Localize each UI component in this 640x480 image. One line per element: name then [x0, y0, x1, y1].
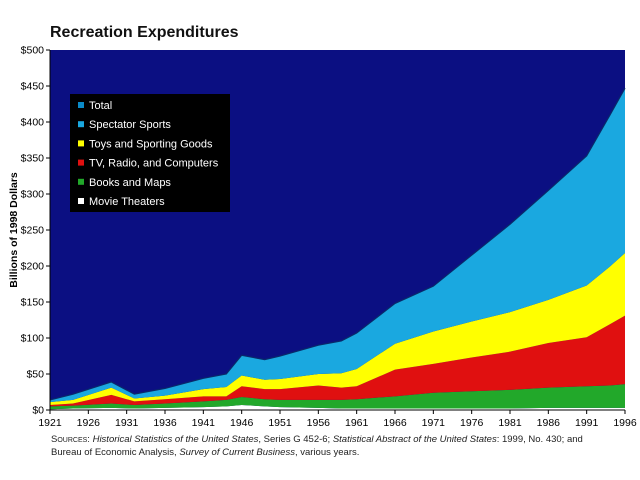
- legend-label-books-and-maps: Books and Maps: [89, 177, 171, 189]
- area-spectator-sports: [50, 88, 625, 403]
- area-movie-theaters: [50, 404, 625, 410]
- legend-label-spectator-sports: Spectator Sports: [89, 119, 171, 131]
- legend-swatch-movie-theaters: [78, 198, 84, 204]
- y-tick-label: $250: [21, 225, 45, 237]
- y-tick-label: $450: [21, 81, 45, 93]
- y-tick-label: $0: [32, 405, 44, 417]
- chart-title: Recreation Expenditures: [50, 24, 239, 41]
- x-tick-label: 1996: [613, 417, 637, 429]
- sources-text-2: : 1999, No. 430; and Bureau of Economic …: [51, 434, 583, 458]
- x-tick-label: 1921: [38, 417, 62, 429]
- y-tick-label: $350: [21, 153, 45, 165]
- x-tick-label: 1961: [345, 417, 369, 429]
- y-tick-label: $200: [21, 261, 45, 273]
- y-tick-label: $50: [26, 369, 44, 381]
- x-tick-label: 1946: [230, 417, 254, 429]
- sources-text-1: , Series G 452-6;: [258, 434, 333, 445]
- x-tick-label: 1971: [422, 417, 446, 429]
- total-line: [49, 87, 626, 401]
- x-tick-label: 1926: [77, 417, 101, 429]
- sources-title-3: Survey of Current Business: [179, 447, 295, 458]
- area-toys-and-sporting-goods: [50, 253, 625, 405]
- legend-box: [70, 94, 230, 212]
- x-tick-label: 1981: [498, 417, 522, 429]
- legend-swatch-books-and-maps: [78, 178, 84, 185]
- x-tick-label: 1956: [307, 417, 331, 429]
- sources-text-3: , various years.: [294, 447, 360, 458]
- area-books-and-maps: [50, 384, 625, 410]
- area-tv-radio-and-computers: [50, 315, 625, 407]
- sources-title-2: Statistical Abstract of the United State…: [332, 434, 497, 445]
- sources-note: Sources: Historical Statistics of the Un…: [51, 434, 583, 458]
- y-tick-label: $100: [21, 333, 45, 345]
- x-tick-label: 1951: [268, 417, 292, 429]
- y-axis-label: Billions of 1998 Dollars: [8, 172, 20, 288]
- y-tick-label: $400: [21, 117, 45, 129]
- legend-swatch-tv-radio-and-computers: [78, 159, 84, 166]
- x-tick-label: 1991: [575, 417, 599, 429]
- legend-swatch-toys-and-sporting-goods: [78, 140, 84, 147]
- sources-title-1: Historical Statistics of the United Stat…: [92, 434, 259, 445]
- x-tick-label: 1966: [383, 417, 407, 429]
- x-tick-label: 1931: [115, 417, 139, 429]
- legend-label-toys-and-sporting-goods: Toys and Sporting Goods: [89, 138, 213, 150]
- x-tick-label: 1976: [460, 417, 484, 429]
- x-tick-label: 1936: [153, 417, 177, 429]
- legend-swatch-spectator-sports: [78, 121, 84, 128]
- y-tick-label: $500: [21, 45, 45, 57]
- sources-label: Sources: [51, 434, 88, 445]
- legend-label-total: Total: [89, 100, 112, 112]
- x-tick-label: 1986: [537, 417, 561, 429]
- y-tick-label: $150: [21, 297, 45, 309]
- y-tick-label: $300: [21, 189, 45, 201]
- legend-label-tv-radio-and-computers: TV, Radio, and Computers: [89, 158, 219, 170]
- legend-label-movie-theaters: Movie Theaters: [89, 196, 165, 208]
- x-tick-label: 1941: [192, 417, 216, 429]
- legend-swatch-total: [78, 102, 84, 108]
